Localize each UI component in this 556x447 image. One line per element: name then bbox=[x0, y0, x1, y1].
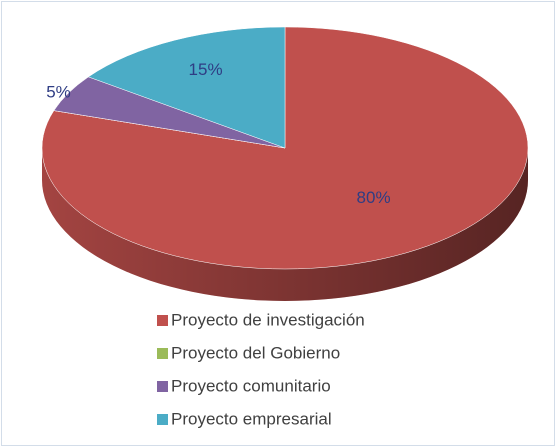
legend-label: Proyecto de investigación bbox=[171, 310, 365, 329]
legend-swatch bbox=[157, 315, 168, 326]
legend-swatch bbox=[157, 381, 168, 392]
pie-slice bbox=[87, 26, 286, 149]
data-label: 80% bbox=[357, 188, 391, 207]
legend-label: Proyecto del Gobierno bbox=[171, 343, 340, 362]
legend-swatch bbox=[157, 348, 168, 359]
legend-label: Proyecto empresarial bbox=[171, 409, 332, 428]
data-label: 15% bbox=[189, 60, 223, 79]
legend-swatch bbox=[157, 414, 168, 425]
data-label: 5% bbox=[46, 83, 71, 102]
legend-label: Proyecto comunitario bbox=[171, 376, 331, 395]
pie-slice bbox=[41, 26, 529, 270]
pie-side-shade bbox=[42, 148, 528, 301]
